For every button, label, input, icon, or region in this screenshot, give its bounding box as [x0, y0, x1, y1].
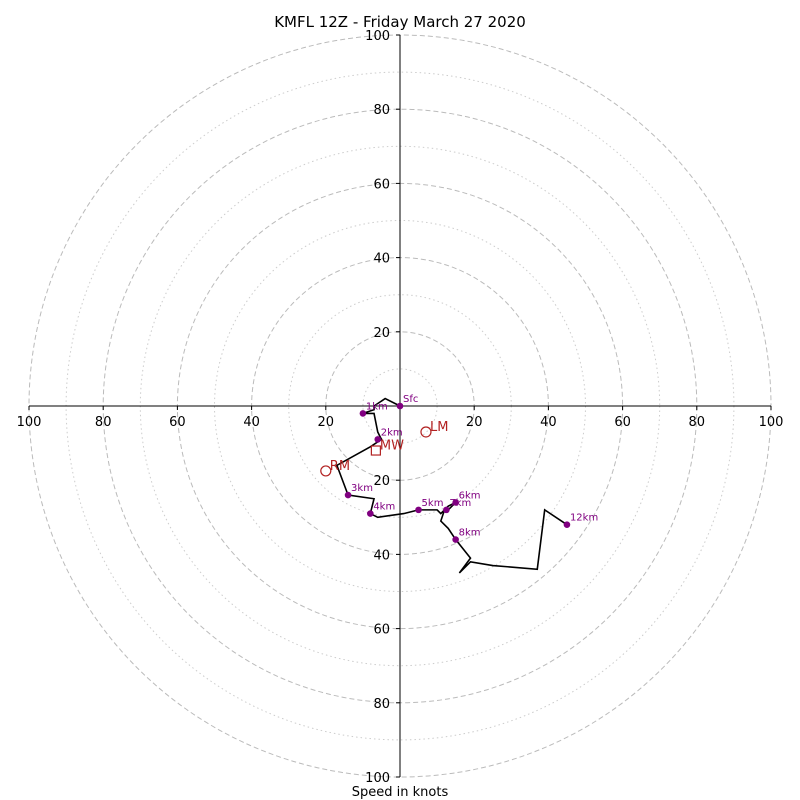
x-tick-label: 80	[689, 415, 706, 430]
height-marker-label: Sfc	[403, 394, 418, 405]
tick-labels: 100 80 60 40 20 20 40 60 80 100 100 80 60 40 20 20 40 60 8…	[17, 29, 784, 786]
height-marker-label: 8km	[459, 528, 481, 539]
motion-marker-circle	[420, 426, 432, 438]
motion-marker-label: LM	[430, 420, 448, 435]
y-tick-label: 40	[373, 252, 390, 267]
height-marker-label: 1km	[366, 401, 388, 412]
y-tick-label: 20	[373, 326, 390, 341]
height-marker	[452, 499, 459, 506]
y-tick-label: 60	[373, 177, 390, 192]
hodograph-line	[335, 397, 568, 574]
x-tick-label: 80	[95, 415, 112, 430]
height-marker-label: 5km	[422, 498, 444, 509]
motion-marker-label: MW	[380, 439, 404, 454]
y-tick-label: 100	[365, 29, 390, 44]
y-tick-label: 80	[373, 697, 390, 712]
height-marker-label: 6km	[459, 490, 481, 501]
height-marker	[359, 410, 367, 417]
motion-marker-label: RM	[330, 459, 350, 474]
height-marker-label: 4km	[373, 502, 395, 513]
height-marker	[344, 491, 352, 499]
y-tick-label: 40	[373, 548, 390, 563]
height-marker-label: 7km	[449, 498, 471, 509]
motion-marker-circle	[320, 465, 332, 477]
x-axis-label: Speed in knots	[352, 785, 449, 800]
height-marker	[396, 402, 404, 410]
height-marker	[415, 506, 422, 514]
y-tick-label: 60	[373, 623, 390, 638]
height-marker-label: 12km	[570, 513, 598, 524]
height-marker	[443, 506, 450, 514]
hodograph-trace	[335, 397, 568, 574]
x-tick-label: 60	[169, 415, 186, 430]
x-tick-label: 20	[318, 415, 335, 430]
height-marker	[452, 536, 459, 543]
x-tick-label: 100	[17, 415, 42, 430]
y-tick-label: 80	[373, 103, 390, 118]
motion-marker-square	[370, 445, 381, 456]
height-marker	[374, 436, 382, 443]
height-marker-label: 2km	[381, 427, 403, 438]
x-tick-label: 100	[759, 415, 784, 430]
x-tick-label: 60	[614, 415, 631, 430]
x-tick-label: 40	[243, 415, 260, 430]
height-marker-label: 3km	[351, 483, 373, 494]
y-tick-label: 100	[365, 771, 390, 786]
chart-title: KMFL 12Z - Friday March 27 2020	[274, 13, 526, 31]
height-marker	[563, 521, 571, 529]
y-tick-label: 20	[373, 474, 390, 489]
x-tick-label: 20	[466, 415, 483, 430]
x-tick-label: 40	[540, 415, 557, 430]
storm-motion-markers: LM RM MW	[320, 420, 448, 477]
height-marker	[367, 510, 374, 517]
